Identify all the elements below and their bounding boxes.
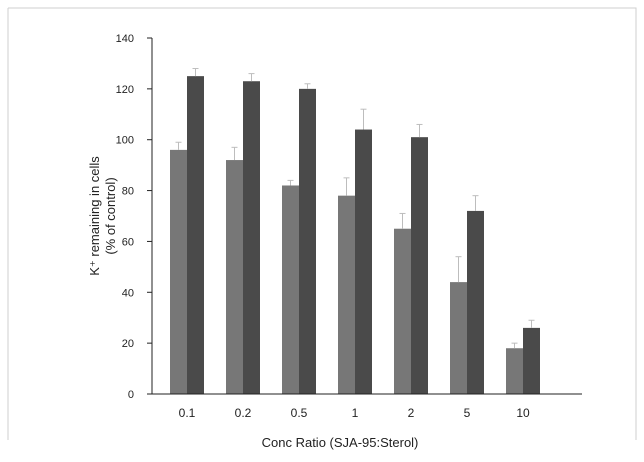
bar-series2-0.1 (187, 76, 204, 395)
x-tick-label-0.1: 0.1 (179, 406, 196, 420)
y-tick-label-80: 80 (122, 186, 134, 198)
bar-series1-10 (506, 348, 523, 394)
x-tick-label-0.5: 0.5 (291, 406, 308, 420)
error-bars-layer (175, 68, 535, 349)
bar-series1-2 (394, 228, 411, 394)
x-axis-label: Conc Ratio (SJA-95:Sterol) (262, 435, 419, 450)
x-ticks: 0.1 0.2 0.5 1 2 5 10 (179, 406, 530, 420)
y-tick-label-140: 140 (116, 33, 134, 45)
bar-series2-10 (523, 327, 540, 394)
bar-series1-5 (450, 282, 467, 394)
x-tick-label-2: 2 (408, 406, 415, 420)
bars-layer (170, 76, 540, 395)
x-tick-label-10: 10 (516, 406, 530, 420)
bar-series2-2 (411, 137, 428, 394)
bar-series2-0.2 (243, 81, 260, 394)
bar-series2-0.5 (299, 88, 316, 394)
y-tick-label-60: 60 (122, 236, 134, 248)
bar-series1-1 (338, 195, 355, 394)
y-axis-label-line2: (% of control) (103, 177, 118, 254)
bar-series1-0.2 (226, 160, 243, 394)
y-tick-label-20: 20 (122, 338, 134, 350)
figure-border (7, 7, 637, 440)
x-tick-label-1: 1 (352, 406, 359, 420)
y-tick-label-40: 40 (122, 287, 134, 299)
bar-series2-5 (467, 210, 484, 394)
x-tick-label-0.2: 0.2 (235, 406, 252, 420)
y-tick-label-120: 120 (116, 84, 134, 96)
x-tick-label-5: 5 (464, 406, 471, 420)
y-axis-label-line1: K⁺ remaining in cells (87, 156, 102, 276)
y-ticks: 0 20 40 60 80 100 120 140 (116, 33, 152, 401)
bar-series1-0.5 (282, 185, 299, 394)
bar-series1-0.1 (170, 149, 187, 394)
bar-series2-1 (355, 129, 372, 395)
y-tick-label-100: 100 (116, 135, 134, 147)
y-tick-label-0: 0 (128, 389, 134, 401)
